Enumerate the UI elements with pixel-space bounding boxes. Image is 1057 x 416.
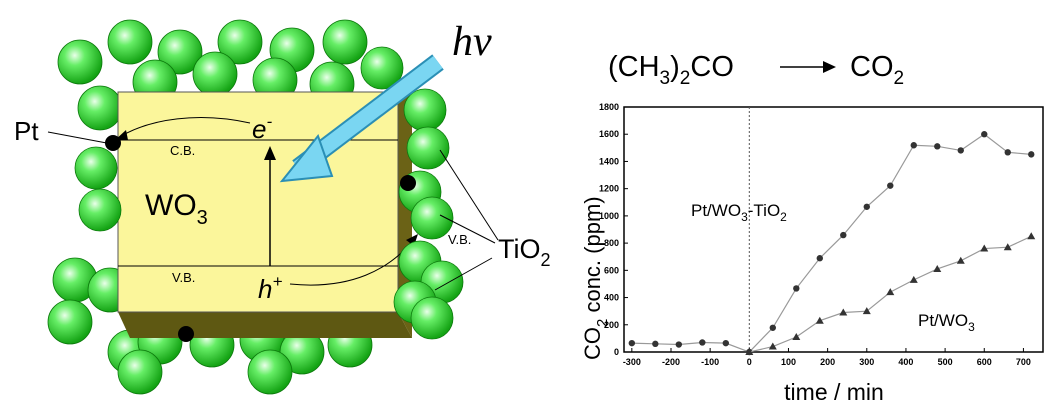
title-part: ) bbox=[670, 51, 680, 83]
y-tick-label: 200 bbox=[604, 320, 619, 330]
title-sub: 3 bbox=[660, 68, 671, 89]
x-tick-label: 0 bbox=[747, 357, 752, 367]
x-tick-label: 700 bbox=[1016, 357, 1031, 367]
photon-label: hν bbox=[452, 19, 492, 65]
chart-title: (CH3)2CO bbox=[608, 51, 734, 89]
tio2-particle bbox=[407, 127, 449, 169]
wo3-sub: 3 bbox=[197, 207, 208, 229]
x-tick-label: 500 bbox=[938, 357, 953, 367]
x-tick-label: -200 bbox=[662, 357, 680, 367]
y-tick-label: 0 bbox=[614, 347, 619, 357]
tio2-particle bbox=[118, 350, 162, 394]
data-point bbox=[934, 143, 940, 149]
title-sub: 2 bbox=[894, 68, 905, 89]
title-sub: 2 bbox=[680, 68, 691, 89]
wo3-main: WO bbox=[145, 189, 197, 222]
x-tick-label: 200 bbox=[820, 357, 835, 367]
pt-label: Pt bbox=[14, 116, 39, 146]
x-tick-label: 400 bbox=[898, 357, 913, 367]
tio2-particle bbox=[108, 20, 152, 64]
tio2-particle bbox=[323, 20, 367, 64]
data-point bbox=[817, 255, 823, 261]
data-point bbox=[887, 182, 893, 188]
title-part: CO bbox=[690, 51, 734, 83]
title-part: CO bbox=[850, 51, 894, 83]
reaction-arrow-head bbox=[823, 61, 836, 73]
data-point bbox=[699, 339, 705, 345]
vb-label: V.B. bbox=[448, 232, 471, 247]
tio2-particle bbox=[58, 40, 102, 84]
y-tick-label: 400 bbox=[604, 293, 619, 303]
tio2-particle bbox=[48, 300, 92, 344]
pt-leader bbox=[48, 132, 112, 144]
data-point bbox=[840, 232, 846, 238]
data-point bbox=[864, 204, 870, 210]
tio2-particle bbox=[79, 189, 121, 231]
x-axis-label: time / min bbox=[784, 379, 884, 405]
box-bottom bbox=[118, 312, 412, 338]
tio2-particle bbox=[78, 86, 122, 130]
y-tick-label: 1400 bbox=[599, 156, 619, 166]
series-label-part: 3 bbox=[968, 320, 975, 334]
x-tick-label: 300 bbox=[859, 357, 874, 367]
plot-frame bbox=[624, 107, 1043, 352]
tio2-particle bbox=[193, 52, 237, 96]
x-tick-label: 100 bbox=[781, 357, 796, 367]
cb-label: C.B. bbox=[170, 143, 195, 158]
vb-label: V.B. bbox=[172, 270, 195, 285]
y-tick-label: 1200 bbox=[599, 184, 619, 194]
x-tick-label: -300 bbox=[623, 357, 641, 367]
data-point bbox=[911, 142, 917, 148]
chart: (CH3)2CO CO2 CO2 conc. (ppm) time / min … bbox=[580, 51, 1043, 405]
y-tick-label: 800 bbox=[604, 238, 619, 248]
data-point bbox=[723, 340, 729, 346]
product: CO2 bbox=[850, 51, 904, 89]
tio2-particle bbox=[248, 350, 292, 394]
tio2-particle bbox=[404, 89, 446, 131]
data-point bbox=[958, 147, 964, 153]
electron-symbol: e bbox=[252, 114, 266, 144]
pt-particle bbox=[400, 175, 416, 191]
x-tick-label: -100 bbox=[701, 357, 719, 367]
series-label-part: Pt/WO bbox=[918, 311, 968, 330]
tio2-particle bbox=[75, 147, 117, 189]
electron-charge: - bbox=[266, 112, 272, 131]
pt-particle bbox=[178, 326, 194, 342]
x-tick-label: 600 bbox=[977, 357, 992, 367]
data-point bbox=[629, 340, 635, 346]
data-point bbox=[981, 131, 987, 137]
y-label-part: CO bbox=[580, 327, 605, 360]
figure: hν Pt e- C.B. WO3 V.B. V.B. h+ TiO2 (CH3… bbox=[0, 0, 1057, 411]
series-label-part: -TiO bbox=[748, 201, 780, 220]
tio2-main: TiO bbox=[498, 234, 541, 264]
series-label-part: Pt/WO bbox=[691, 201, 741, 220]
data-point bbox=[676, 341, 682, 347]
series-label-part: 2 bbox=[780, 210, 787, 224]
hole-symbol: h bbox=[258, 274, 272, 304]
title-part: (CH bbox=[608, 51, 660, 83]
data-point bbox=[1005, 149, 1011, 155]
tio2-sub: 2 bbox=[541, 250, 551, 270]
tio2-label: TiO2 bbox=[498, 234, 551, 270]
y-tick-label: 1600 bbox=[599, 129, 619, 139]
tio2-particle bbox=[411, 297, 453, 339]
data-point bbox=[770, 325, 776, 331]
y-tick-label: 1800 bbox=[599, 102, 619, 112]
data-point bbox=[1028, 151, 1034, 157]
y-axis-label: CO2 conc. (ppm) bbox=[580, 196, 611, 360]
y-tick-label: 600 bbox=[604, 265, 619, 275]
hole-charge: + bbox=[272, 272, 282, 291]
data-point bbox=[652, 341, 658, 347]
data-point bbox=[793, 285, 799, 291]
y-tick-label: 1000 bbox=[599, 211, 619, 221]
